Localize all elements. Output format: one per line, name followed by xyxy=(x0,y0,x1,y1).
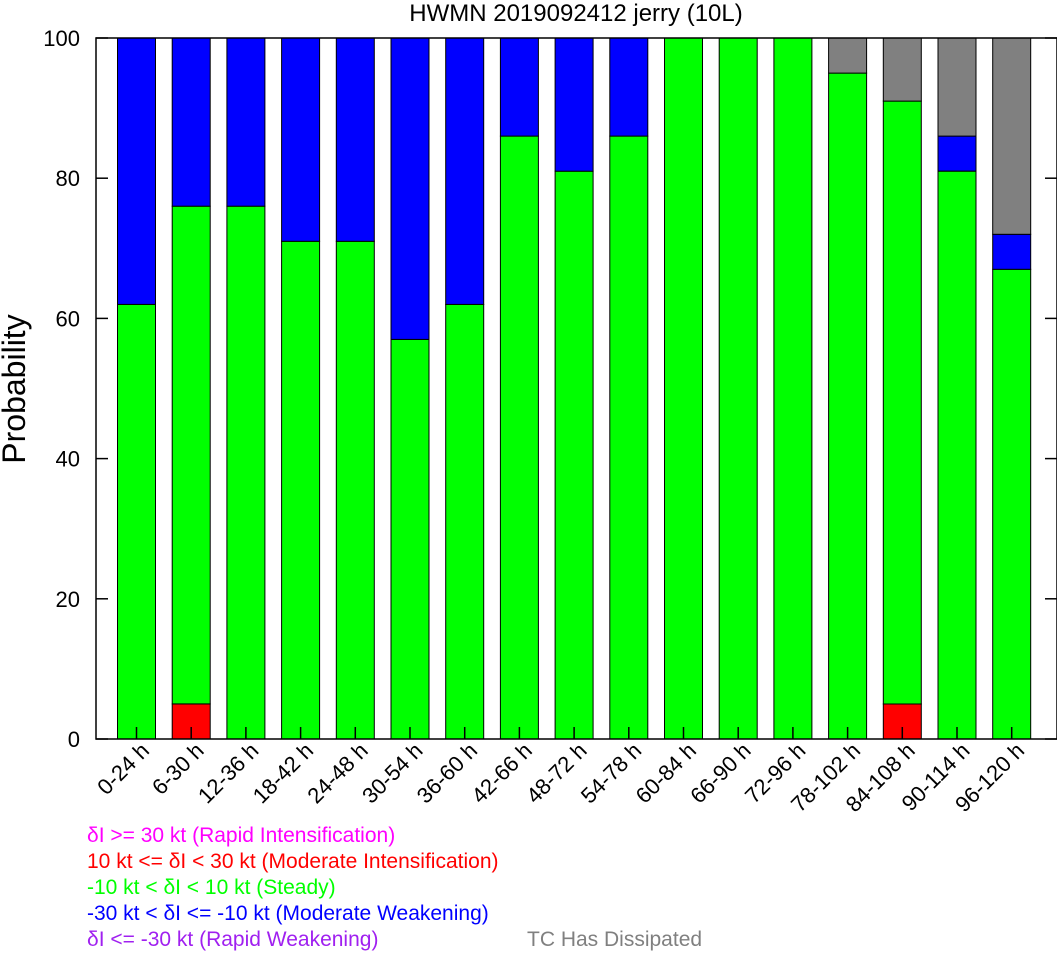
x-tick-label: 60-84 h xyxy=(631,738,701,808)
bar-segment-steady-2 xyxy=(226,205,266,740)
bar-segment-steady-12 xyxy=(773,37,813,740)
y-tick-label: 0 xyxy=(68,727,80,752)
x-axis-ticks: 0-24 h6-30 h12-36 h18-42 h24-48 h30-54 h… xyxy=(92,727,1029,817)
x-tick-label: 42-66 h xyxy=(466,738,536,808)
bar-segment-steady-7 xyxy=(499,135,539,740)
bar-segment-dissipated-15 xyxy=(937,37,977,137)
legend: δI >= 30 kt (Rapid Intensification) 10 kt… xyxy=(87,824,702,951)
bar-segment-mw-8 xyxy=(554,37,594,172)
legend-entry-5: TC Has Dissipated xyxy=(527,928,702,951)
bar-segment-steady-10 xyxy=(664,37,703,740)
y-tick-label: 60 xyxy=(56,306,80,331)
y-axis-ticks: 0 20 40 60 80 100 xyxy=(43,26,1057,752)
bar-segment-steady-3 xyxy=(281,240,321,740)
legend-entry-3: -30 kt < δI <= -10 kt (Moderate Weakenin… xyxy=(87,902,489,925)
bar-segment-mw-9 xyxy=(609,37,649,137)
y-tick-label: 100 xyxy=(43,26,80,51)
bar-segment-steady-5 xyxy=(390,338,430,740)
legend-entry-2: -10 kt < δI < 10 kt (Steady) xyxy=(87,876,336,899)
bar-segment-mw-3 xyxy=(281,37,321,242)
bar-segment-mw-0 xyxy=(117,37,156,305)
y-tick-label: 20 xyxy=(56,587,80,612)
x-tick-label: 0-24 h xyxy=(92,738,154,800)
bar-segment-mw-16 xyxy=(992,233,1032,270)
chart-title: HWMN 2019092412 jerry (10L) xyxy=(409,0,742,27)
x-tick-label: 48-72 h xyxy=(521,738,591,808)
bar-segment-dissipated-14 xyxy=(882,37,922,102)
bar-segment-steady-4 xyxy=(335,240,375,740)
bar-segment-mw-15 xyxy=(937,135,977,172)
bar-segment-dissipated-13 xyxy=(828,37,868,74)
bar-segment-steady-9 xyxy=(609,135,649,740)
bars-group xyxy=(117,37,1032,740)
x-tick-label: 24-48 h xyxy=(302,738,372,808)
x-tick-label: 54-78 h xyxy=(576,738,646,808)
bar-segment-dissipated-16 xyxy=(992,37,1032,235)
x-tick-label: 30-54 h xyxy=(357,738,427,808)
x-tick-label: 66-90 h xyxy=(685,738,755,808)
bar-segment-steady-11 xyxy=(718,37,758,740)
bar-segment-mw-2 xyxy=(226,37,266,207)
bar-segment-steady-0 xyxy=(117,303,156,740)
legend-entry-0: δI >= 30 kt (Rapid Intensification) xyxy=(87,824,395,847)
bar-segment-mw-7 xyxy=(499,37,539,137)
bar-segment-mw-1 xyxy=(171,37,211,207)
bar-segment-mw-6 xyxy=(445,37,485,305)
bar-segment-mw-4 xyxy=(335,37,375,242)
bar-segment-steady-6 xyxy=(445,303,485,740)
bar-segment-steady-13 xyxy=(828,72,868,740)
bar-segment-mw-5 xyxy=(390,37,430,340)
bar-segment-steady-8 xyxy=(554,170,594,740)
x-tick-label: 12-36 h xyxy=(193,738,263,808)
bar-segment-steady-16 xyxy=(992,268,1032,740)
plot-frame xyxy=(95,37,1057,740)
bar-segment-steady-14 xyxy=(882,100,922,705)
y-axis-label: Probability xyxy=(0,314,32,463)
y-tick-label: 40 xyxy=(56,447,80,472)
y-tick-label: 80 xyxy=(56,166,80,191)
bar-segment-steady-1 xyxy=(171,205,211,705)
bar-segment-steady-15 xyxy=(937,170,977,740)
legend-entry-1: 10 kt <= δI < 30 kt (Moderate Intensific… xyxy=(87,850,499,873)
x-tick-label: 36-60 h xyxy=(412,738,482,808)
legend-entry-4: δI <= -30 kt (Rapid Weakening) xyxy=(87,928,378,951)
x-tick-label: 18-42 h xyxy=(248,738,318,808)
